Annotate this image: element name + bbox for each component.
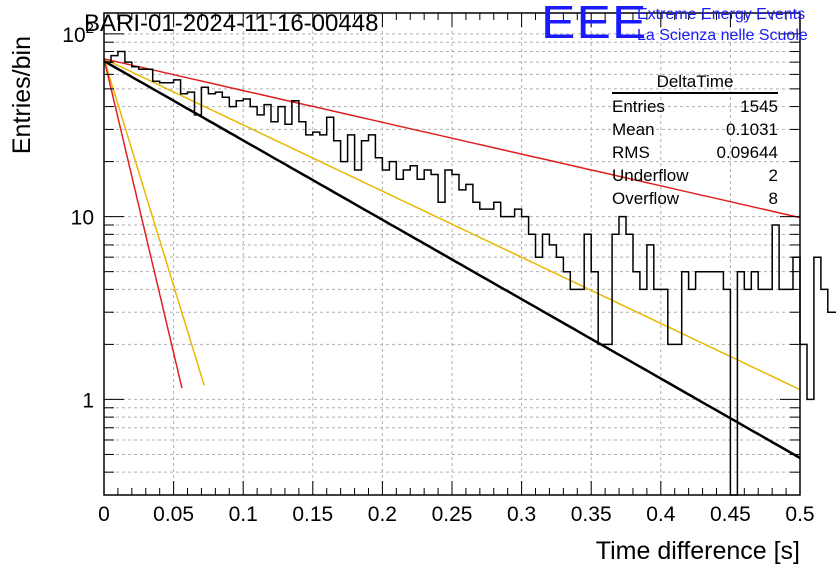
stats-label: Mean <box>612 120 655 139</box>
stats-row-rms: RMS 0.09644 <box>612 141 778 164</box>
eee-logo: EEE <box>541 0 648 48</box>
stats-label: Entries <box>612 97 665 116</box>
stats-row-overflow: Overflow 8 <box>612 187 778 210</box>
stats-box: DeltaTime Entries 1545 Mean 0.1031 RMS 0… <box>612 72 778 210</box>
run-title: BARI-01-2024-11-16-00448 <box>84 10 379 37</box>
fit-curve <box>103 58 205 386</box>
logo-caption-line1: Extreme Energy Events <box>637 6 806 23</box>
fit-curve <box>103 58 801 391</box>
x-tick-label: 0.3 <box>507 503 536 526</box>
fit-curve <box>103 59 801 460</box>
stats-label: RMS <box>612 143 650 162</box>
x-tick-label: 0.5 <box>785 503 814 526</box>
stats-label: Underflow <box>612 166 689 185</box>
fit-curves <box>103 58 801 460</box>
y-axis-label: Entries/bin <box>8 36 36 154</box>
stats-title: DeltaTime <box>656 72 734 91</box>
histogram-bars <box>104 50 836 496</box>
x-tick-label: 0.35 <box>571 503 612 526</box>
tick-marks <box>103 13 801 496</box>
logo-caption-line2: La Scienza nelle Scuole <box>637 27 808 44</box>
fit-curve <box>103 58 183 389</box>
stats-value: 2 <box>768 166 778 185</box>
stats-label: Overflow <box>612 189 680 208</box>
stats-value: 0.09644 <box>716 143 778 162</box>
x-tick-label: 0.2 <box>368 503 397 526</box>
stats-row-underflow: Underflow 2 <box>612 164 778 187</box>
stats-divider <box>612 92 778 94</box>
tick-labels: 0 0.05 0.1 0.15 0.2 0.25 0.3 0.35 0.4 0.45 0.5 1 10 1… <box>62 20 814 526</box>
histogram-step-line <box>104 50 836 496</box>
x-tick-label: 0.4 <box>646 503 676 526</box>
stats-value: 1545 <box>740 97 778 116</box>
x-tick-label: 0.25 <box>432 503 473 526</box>
grid <box>104 13 800 496</box>
stats-row-mean: Mean 0.1031 <box>612 118 778 141</box>
x-tick-label: 0.05 <box>153 503 194 526</box>
y-tick-label: 1 <box>82 389 94 412</box>
y-tick-label: 10 <box>71 207 94 230</box>
x-tick-label: 0.45 <box>710 503 751 526</box>
logo-caption: Extreme Energy Events La Scienza nelle S… <box>637 4 808 46</box>
x-tick-label: 0.1 <box>229 503 258 526</box>
x-tick-label: 0 <box>98 503 110 526</box>
x-tick-label: 0.15 <box>292 503 333 526</box>
fit-curve <box>103 58 801 219</box>
stats-value: 0.1031 <box>726 120 778 139</box>
stats-row-entries: Entries 1545 <box>612 95 778 118</box>
y-tick-label-exponent: 2 <box>86 20 94 37</box>
stats-value: 8 <box>768 189 778 208</box>
x-axis-label: Time difference [s] <box>596 537 800 565</box>
